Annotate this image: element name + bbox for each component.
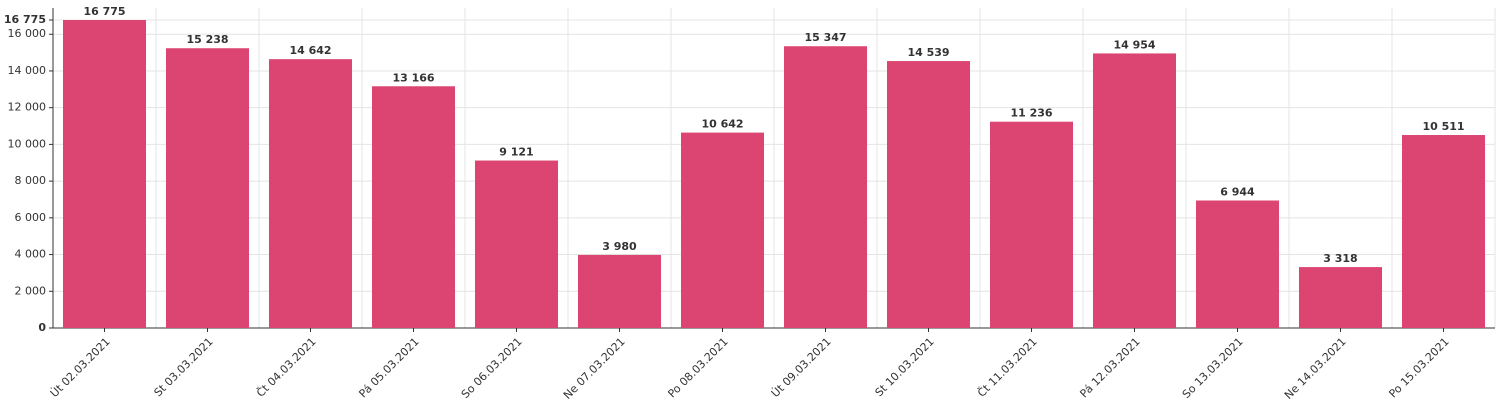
value-label: 14 539 — [907, 46, 949, 59]
bar — [1092, 53, 1177, 328]
bar — [577, 254, 662, 328]
value-label: 10 511 — [1422, 120, 1464, 133]
y-tick-label: 0 — [38, 321, 46, 334]
x-tick-label: St 03.03.2021 — [152, 335, 216, 399]
y-tick-label: 2 000 — [15, 284, 47, 297]
y-tick-label: 16 000 — [8, 27, 47, 40]
bar — [1401, 135, 1486, 328]
bar — [989, 121, 1074, 328]
y-tick-label: 16 775 — [4, 13, 46, 26]
x-tick-label: Pá 12.03.2021 — [1077, 335, 1142, 400]
y-tick-label: 6 000 — [15, 211, 47, 224]
x-tick-label: St 10.03.2021 — [873, 335, 937, 399]
value-label: 3 980 — [602, 240, 637, 253]
bar — [474, 160, 559, 328]
bar — [783, 46, 868, 328]
x-tick-label: Pá 05.03.2021 — [356, 335, 421, 400]
value-label: 10 642 — [701, 118, 743, 131]
x-tick-label: Po 15.03.2021 — [1386, 335, 1451, 400]
x-tick-label: Ne 14.03.2021 — [1282, 335, 1349, 402]
x-tick-label: Ne 07.03.2021 — [561, 335, 628, 402]
value-label: 9 121 — [499, 146, 533, 159]
value-label: 13 166 — [392, 71, 434, 84]
x-tick-label: Út 02.03.2021 — [48, 335, 113, 400]
y-tick-label: 8 000 — [15, 174, 47, 187]
y-tick-label: 4 000 — [15, 248, 47, 261]
value-label: 15 347 — [804, 31, 846, 44]
value-label: 14 642 — [289, 44, 331, 57]
bar — [680, 132, 765, 328]
value-label: 6 944 — [1220, 186, 1255, 199]
bar — [62, 20, 147, 328]
value-label: 15 238 — [186, 33, 228, 46]
bar — [371, 86, 456, 328]
bar — [1298, 267, 1383, 328]
value-label: 11 236 — [1010, 107, 1052, 120]
x-tick-label: Čt 11.03.2021 — [975, 335, 1040, 400]
bar — [165, 48, 250, 328]
x-tick-label: Čt 04.03.2021 — [254, 335, 319, 400]
x-tick-label: So 13.03.2021 — [1180, 335, 1246, 401]
y-tick-label: 14 000 — [8, 64, 47, 77]
y-tick-label: 12 000 — [8, 101, 47, 114]
bar — [1195, 200, 1280, 328]
bar — [268, 59, 353, 329]
y-tick-label: 10 000 — [8, 137, 47, 150]
x-tick-label: Po 08.03.2021 — [665, 335, 730, 400]
value-label: 3 318 — [1323, 252, 1357, 265]
x-tick-label: Út 09.03.2021 — [769, 335, 834, 400]
value-label: 14 954 — [1113, 38, 1155, 51]
value-label: 16 775 — [83, 5, 125, 18]
x-tick-label: So 06.03.2021 — [459, 335, 525, 401]
bar — [886, 61, 971, 328]
